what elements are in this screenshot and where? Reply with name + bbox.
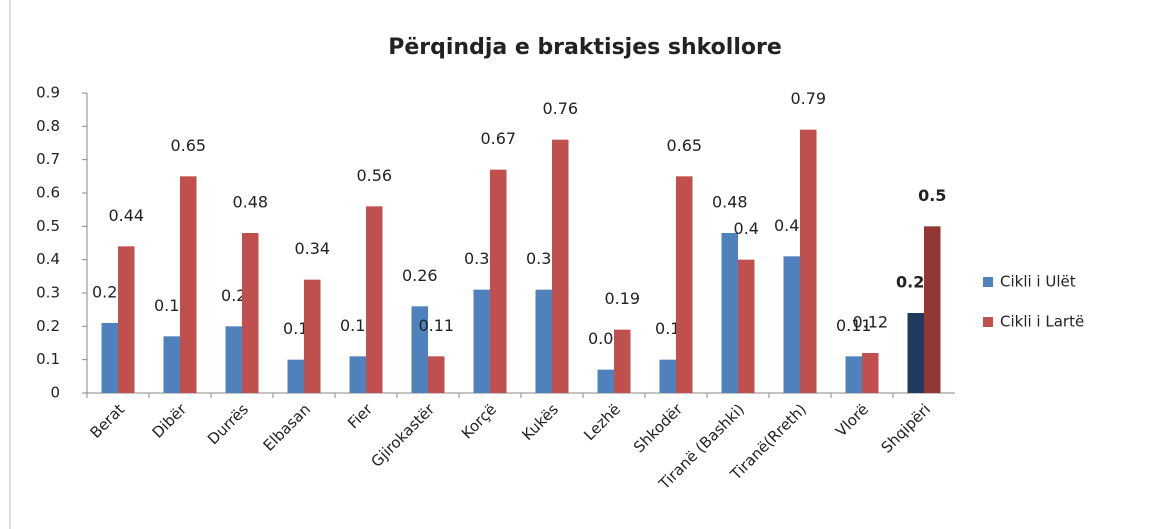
legend-swatch bbox=[983, 277, 993, 287]
y-tick-label: 0.8 bbox=[36, 117, 60, 135]
data-label: 0.65 bbox=[666, 136, 702, 155]
bar bbox=[428, 356, 445, 393]
data-label: 0.44 bbox=[108, 206, 144, 225]
data-label: 0.34 bbox=[294, 239, 330, 258]
bar bbox=[118, 246, 135, 393]
y-tick-label: 0.1 bbox=[36, 350, 60, 368]
data-label: 0.79 bbox=[790, 89, 826, 108]
bar bbox=[614, 329, 631, 393]
bar bbox=[163, 336, 180, 393]
data-label: 0.19 bbox=[604, 289, 640, 308]
x-tick-label: Korçë bbox=[458, 400, 500, 442]
x-tick-label: Lezhë bbox=[580, 400, 624, 444]
y-tick-label: 0.5 bbox=[36, 217, 60, 235]
data-label: 0.1 bbox=[655, 319, 680, 338]
bar bbox=[411, 306, 428, 393]
x-tick-label: Shqipëri bbox=[878, 400, 934, 456]
y-tick-label: 0.4 bbox=[36, 250, 60, 268]
bar bbox=[845, 356, 862, 393]
y-tick-label: 0.2 bbox=[36, 317, 60, 335]
x-tick-label: Kukës bbox=[518, 400, 562, 444]
data-label: 0.48 bbox=[232, 193, 268, 212]
data-label: 0.26 bbox=[402, 266, 438, 285]
bar bbox=[783, 256, 800, 393]
y-tick-label: 0.3 bbox=[36, 284, 60, 302]
chart-title: Përqindja e braktisjes shkollore bbox=[388, 35, 782, 60]
bar bbox=[800, 129, 817, 393]
y-tick-label: 0.6 bbox=[36, 184, 60, 202]
data-label: 0.56 bbox=[356, 166, 392, 185]
data-label: 0.67 bbox=[480, 129, 516, 148]
y-tick-label: 0 bbox=[50, 384, 60, 402]
bar bbox=[101, 323, 118, 393]
data-label: 0.48 bbox=[712, 193, 748, 212]
x-tick-label: Shkodër bbox=[630, 400, 687, 457]
bar bbox=[366, 206, 383, 393]
bar bbox=[535, 289, 552, 393]
x-tick-label: Durrës bbox=[204, 400, 252, 448]
data-label: 0.65 bbox=[170, 136, 206, 155]
bar bbox=[180, 176, 197, 393]
x-tick-label: Elbasan bbox=[260, 400, 314, 454]
legend-swatch bbox=[983, 317, 993, 327]
legend-label: Cikli i Lartë bbox=[1000, 313, 1084, 331]
y-tick-label: 0.7 bbox=[36, 150, 60, 168]
x-tick-label: Fier bbox=[344, 400, 376, 432]
x-tick-label: Gjirokastër bbox=[368, 400, 439, 471]
bar bbox=[862, 353, 879, 393]
data-label: 0.5 bbox=[918, 186, 946, 205]
x-tick-label: Vlorë bbox=[832, 400, 872, 440]
bar bbox=[907, 313, 924, 393]
bar bbox=[242, 233, 259, 393]
bar bbox=[676, 176, 693, 393]
data-label: 0.2 bbox=[221, 286, 246, 305]
data-label: 0.11 bbox=[418, 316, 454, 335]
bar bbox=[473, 289, 490, 393]
legend-label: Cikli i Ulët bbox=[1000, 273, 1076, 291]
bar bbox=[721, 233, 738, 393]
bar bbox=[304, 279, 321, 393]
data-label: 0.4 bbox=[734, 219, 759, 238]
bar bbox=[552, 139, 569, 393]
bar bbox=[490, 169, 507, 393]
x-tick-label: Dibër bbox=[149, 400, 191, 442]
bar bbox=[597, 369, 614, 393]
data-label: 0.11 bbox=[836, 316, 872, 335]
x-tick-label: Berat bbox=[86, 400, 128, 442]
bar bbox=[225, 326, 242, 393]
bar bbox=[924, 226, 941, 393]
data-label: 0.12 bbox=[852, 313, 888, 332]
data-label: 0.76 bbox=[542, 99, 578, 118]
bar bbox=[287, 359, 304, 393]
y-tick-label: 0.9 bbox=[36, 84, 60, 102]
bar bbox=[349, 356, 366, 393]
bar bbox=[659, 359, 676, 393]
bar bbox=[738, 259, 755, 393]
data-label: 0.1 bbox=[283, 319, 308, 338]
